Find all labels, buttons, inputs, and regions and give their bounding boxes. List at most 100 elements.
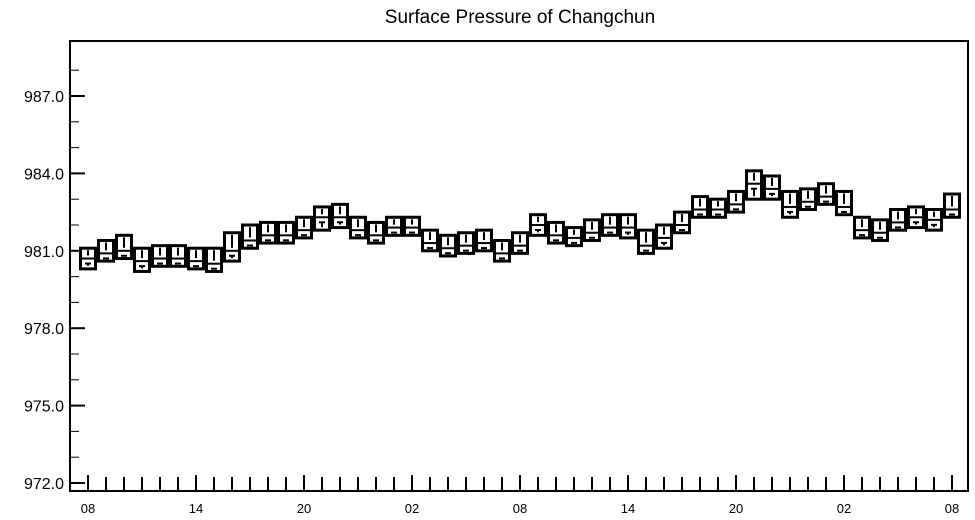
pressure-box <box>475 228 493 253</box>
pressure-box <box>889 208 907 232</box>
pressure-box <box>277 220 295 245</box>
pressure-box <box>187 246 205 271</box>
box-body <box>187 246 205 271</box>
pressure-box <box>673 210 691 235</box>
box-body <box>457 231 475 255</box>
y-tick-label: 972.0 <box>24 476 64 493</box>
pressure-box <box>133 246 151 273</box>
pressure-box <box>493 238 511 263</box>
pressure-box <box>421 228 439 253</box>
pressure-box <box>907 205 925 230</box>
pressure-box <box>331 202 349 230</box>
pressure-box <box>241 223 259 250</box>
box-body <box>169 244 187 268</box>
box-body <box>259 220 277 245</box>
box-body <box>601 213 619 237</box>
pressure-box <box>169 244 187 268</box>
box-body <box>511 231 529 255</box>
pressure-box <box>925 208 943 232</box>
pressure-box <box>637 228 655 255</box>
pressure-box <box>763 174 781 201</box>
box-body <box>565 226 583 248</box>
pressure-box <box>943 192 961 219</box>
x-tick-label: 14 <box>621 501 635 516</box>
box-body <box>439 233 457 258</box>
pressure-box <box>727 189 745 214</box>
box-body <box>763 174 781 201</box>
box-body <box>385 215 403 237</box>
box-body <box>691 195 709 219</box>
pressure-box <box>547 220 565 245</box>
box-body <box>853 215 871 240</box>
box-body <box>313 205 331 232</box>
pressure-box <box>745 169 763 201</box>
pressure-box <box>313 205 331 232</box>
pressure-box <box>205 246 223 273</box>
box-body <box>709 197 727 219</box>
box-body <box>619 213 637 240</box>
box-body <box>781 189 799 219</box>
box-body <box>277 220 295 245</box>
box-body <box>331 202 349 230</box>
pressure-box <box>115 233 133 261</box>
y-tick-label: 975.0 <box>24 399 64 416</box>
pressure-box <box>97 238 115 263</box>
pressure-box <box>799 187 817 212</box>
x-tick-label: 02 <box>837 501 851 516</box>
box-body <box>547 220 565 245</box>
pressure-box <box>259 220 277 245</box>
pressure-box <box>655 223 673 250</box>
pressure-box <box>385 215 403 237</box>
box-body <box>421 228 439 253</box>
box-body <box>403 215 421 237</box>
pressure-box <box>223 231 241 263</box>
pressure-box <box>817 182 835 206</box>
box-layer <box>79 169 961 273</box>
pressure-box <box>601 213 619 237</box>
box-body <box>349 215 367 240</box>
box-body <box>871 218 889 242</box>
box-body <box>493 238 511 263</box>
chart-title: Surface Pressure of Changchun <box>385 7 655 28</box>
x-tick-label: 08 <box>81 501 95 516</box>
pressure-box <box>529 213 547 237</box>
box-body <box>799 187 817 212</box>
x-tick-label: 14 <box>189 501 203 516</box>
box-body <box>655 223 673 250</box>
x-tick-label: 20 <box>297 501 311 516</box>
x-tick-label: 08 <box>513 501 527 516</box>
pressure-box <box>151 244 169 268</box>
box-body <box>673 210 691 235</box>
box-body <box>97 238 115 263</box>
axes-layer: 972.0 975.0 978.0 981.0 984.0 987.0 08 14 20 02 08… <box>24 69 959 516</box>
box-body <box>295 215 313 240</box>
pressure-box <box>871 218 889 242</box>
x-tick-label: 02 <box>405 501 419 516</box>
box-body <box>475 228 493 253</box>
pressure-box <box>853 215 871 240</box>
box-body <box>727 189 745 214</box>
pressure-box <box>367 220 385 245</box>
box-body <box>151 244 169 268</box>
box-body <box>133 246 151 273</box>
pressure-box <box>583 218 601 242</box>
x-tick-label: 08 <box>945 501 959 516</box>
pressure-box <box>295 215 313 240</box>
y-tick-label: 987.0 <box>24 89 64 106</box>
x-tick-label: 20 <box>729 501 743 516</box>
pressure-box <box>835 189 853 217</box>
pressure-box <box>457 231 475 255</box>
y-tick-label: 981.0 <box>24 244 64 261</box>
box-body <box>817 182 835 206</box>
y-tick-label: 984.0 <box>24 166 64 183</box>
box-body <box>583 218 601 242</box>
box-body <box>745 169 763 201</box>
pressure-box <box>565 226 583 248</box>
pressure-box <box>511 231 529 255</box>
pressure-box <box>349 215 367 240</box>
pressure-box <box>781 189 799 219</box>
y-tick-label: 978.0 <box>24 321 64 338</box>
pressure-box <box>79 246 97 271</box>
pressure-box <box>691 195 709 219</box>
